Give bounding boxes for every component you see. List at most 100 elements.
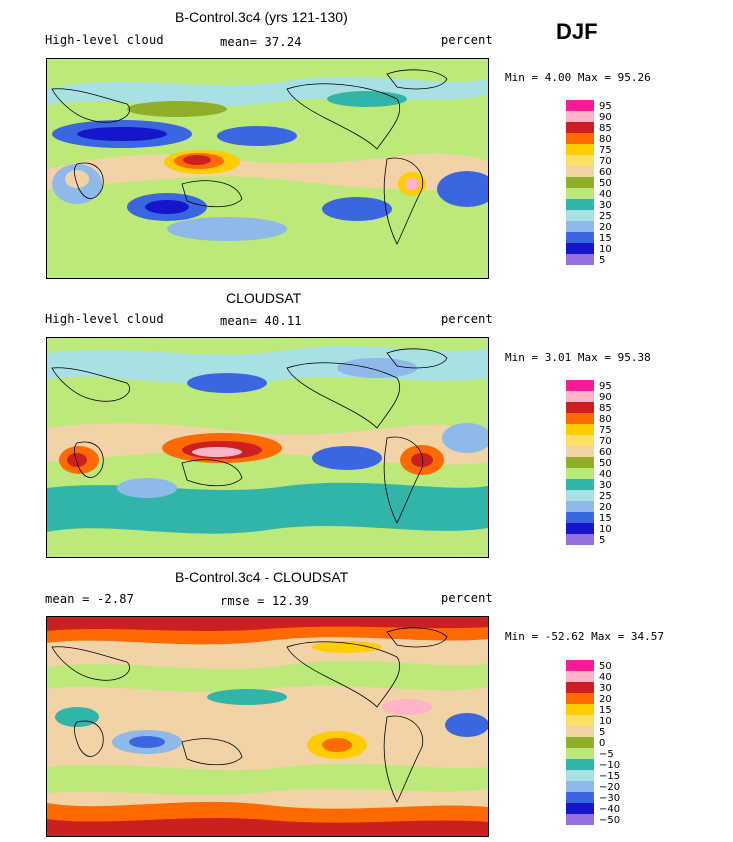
map-background <box>47 617 488 836</box>
blob-namer <box>327 91 407 107</box>
blob-neg-3 <box>445 713 488 737</box>
blob-samer-2 <box>411 453 433 467</box>
blob-pos-4 <box>312 641 382 653</box>
legend-label: 20 <box>599 502 612 513</box>
blob-epac <box>312 446 382 470</box>
legend-swatch <box>566 380 594 391</box>
legend-swatch <box>566 155 594 166</box>
legend-swatch <box>566 737 594 748</box>
legend-swatch <box>566 468 594 479</box>
legend-swatch <box>566 814 594 825</box>
coast-namerica <box>286 83 401 150</box>
legend-label: 40 <box>599 469 612 480</box>
legend-swatch <box>566 759 594 770</box>
panel-2-mean: mean= 40.11 <box>220 314 302 328</box>
legend-swatch <box>566 424 594 435</box>
legend-swatch <box>566 748 594 759</box>
legend-label: 30 <box>599 200 612 211</box>
panel-2-minmax: Min = 3.01 Max = 95.38 <box>505 351 651 364</box>
panel-3-units: percent <box>441 591 493 605</box>
blob-pos-3 <box>382 699 432 715</box>
legend-label: 30 <box>599 683 612 694</box>
legend-swatch <box>566 715 594 726</box>
panel-3-title: B-Control.3c4 - CLOUDSAT <box>175 569 349 585</box>
legend-label: 95 <box>599 101 612 112</box>
panel-3-mean: mean = -2.87 <box>45 592 135 606</box>
legend-label: 10 <box>599 716 612 727</box>
band-mid-n <box>47 660 488 693</box>
legend-swatch <box>566 177 594 188</box>
legend-label: −40 <box>599 804 621 815</box>
legend-label: −5 <box>599 749 614 760</box>
legend-swatch <box>566 803 594 814</box>
panel-1-map <box>46 58 489 279</box>
legend-swatch <box>566 457 594 468</box>
blob-spac-1 <box>322 197 392 221</box>
panel-1-mean: mean= 37.24 <box>220 35 302 49</box>
coast-samerica <box>383 715 424 803</box>
panel-3-rmse: rmse = 12.39 <box>220 594 310 608</box>
coast-namerica <box>286 641 401 708</box>
legend-label: 75 <box>599 425 612 436</box>
legend-label: 10 <box>599 524 612 535</box>
legend-label: 5 <box>599 535 606 546</box>
legend-swatch <box>566 199 594 210</box>
band-arctic <box>47 77 488 107</box>
legend-label: 70 <box>599 156 612 167</box>
legend-swatch <box>566 166 594 177</box>
panel-1-title: B-Control.3c4 (yrs 121-130) <box>175 9 348 25</box>
legend-swatch <box>566 402 594 413</box>
legend-swatch <box>566 682 594 693</box>
coast-namerica <box>286 362 401 429</box>
band-bottom-2 <box>47 817 488 836</box>
legend-label: −50 <box>599 815 621 826</box>
blob-sio <box>117 478 177 498</box>
legend-label: 50 <box>599 178 612 189</box>
blob-asia <box>127 101 227 117</box>
blob-atl <box>442 423 488 453</box>
legend-label: 80 <box>599 414 612 425</box>
blob-satl <box>437 171 488 207</box>
legend-swatch <box>566 254 594 265</box>
blob-neg-5 <box>55 707 99 727</box>
panel-1-field-label: High-level cloud <box>45 33 164 47</box>
coast-australia <box>181 738 243 766</box>
legend-swatch <box>566 726 594 737</box>
legend-swatch <box>566 523 594 534</box>
panel-2-map <box>46 337 489 558</box>
blob-warm-3 <box>183 155 211 165</box>
legend-label: 0 <box>599 738 606 749</box>
blob-warm-3 <box>192 447 242 457</box>
blob-npac-3 <box>217 126 297 146</box>
panel-3-minmax: Min = -52.62 Max = 34.57 <box>505 630 664 643</box>
coast-australia <box>181 459 243 487</box>
blob-sio-2 <box>145 200 189 214</box>
legend-label: 75 <box>599 145 612 156</box>
legend-swatch <box>566 188 594 199</box>
legend-swatch <box>566 671 594 682</box>
band-tropics <box>47 153 488 191</box>
legend-swatch <box>566 413 594 424</box>
coast-greenland <box>386 69 448 90</box>
legend-swatch <box>566 210 594 221</box>
legend-swatch <box>566 100 594 111</box>
blob-samer-2 <box>405 178 419 190</box>
legend-label: 40 <box>599 189 612 200</box>
legend-swatch <box>566 704 594 715</box>
legend-label: 50 <box>599 661 612 672</box>
legend-swatch <box>566 221 594 232</box>
coast-africa <box>73 720 104 757</box>
legend-label: 85 <box>599 123 612 134</box>
blob-namer <box>337 358 417 378</box>
coast-africa <box>73 441 104 478</box>
legend-label: 25 <box>599 491 612 502</box>
blob-afr-2 <box>67 453 87 467</box>
legend-swatch <box>566 660 594 671</box>
legend-swatch <box>566 446 594 457</box>
legend-swatch <box>566 512 594 523</box>
band-mid-s <box>47 763 488 796</box>
blob-neg-4 <box>207 689 287 705</box>
legend-label: 60 <box>599 447 612 458</box>
coast-eurasia-west <box>51 646 130 681</box>
legend-label: 85 <box>599 403 612 414</box>
